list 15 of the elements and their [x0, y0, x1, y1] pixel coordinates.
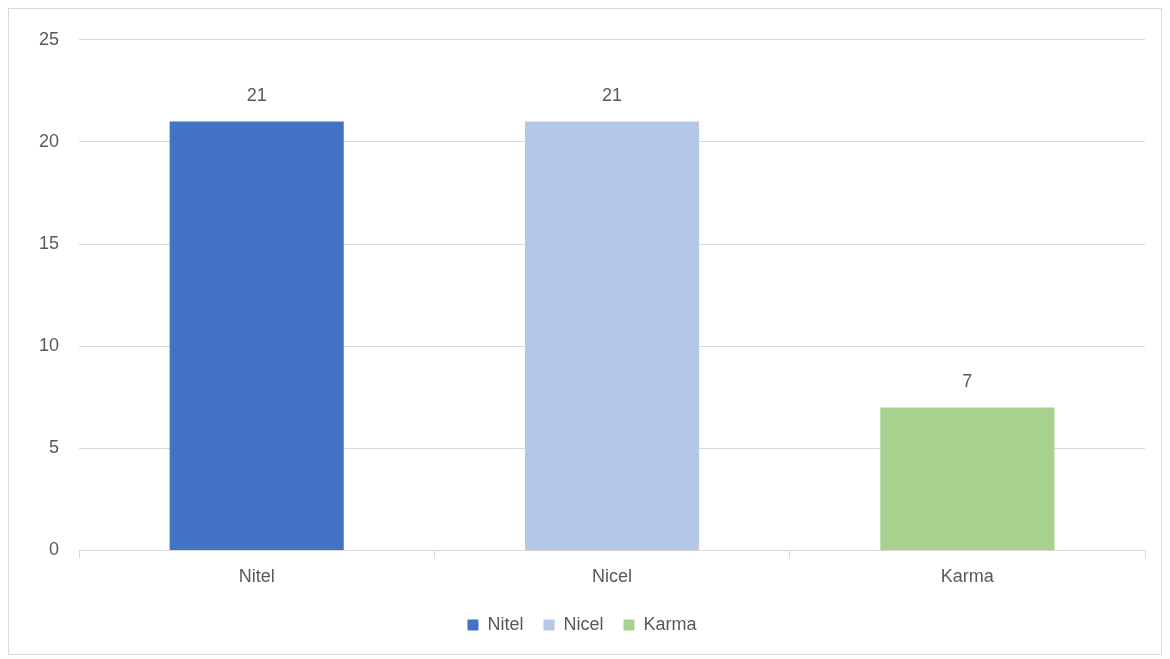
- data-label: 7: [962, 371, 973, 392]
- legend-label: Nitel: [487, 613, 524, 634]
- x-tick-label: Karma: [940, 566, 995, 587]
- data-label: 21: [602, 85, 623, 106]
- y-tick-label: 0: [49, 539, 60, 560]
- x-tick-label: Nicel: [592, 566, 633, 587]
- legend-label: Karma: [643, 613, 698, 634]
- x-tick-label: Nitel: [238, 566, 275, 587]
- data-label: 21: [246, 85, 267, 106]
- y-tick-label: 15: [38, 233, 60, 254]
- y-tick-label: 20: [38, 130, 60, 151]
- y-tick-label: 10: [38, 335, 60, 356]
- y-tick-label: 25: [38, 28, 60, 49]
- y-tick-label: 5: [49, 437, 60, 458]
- legend-label: Nicel: [563, 613, 604, 634]
